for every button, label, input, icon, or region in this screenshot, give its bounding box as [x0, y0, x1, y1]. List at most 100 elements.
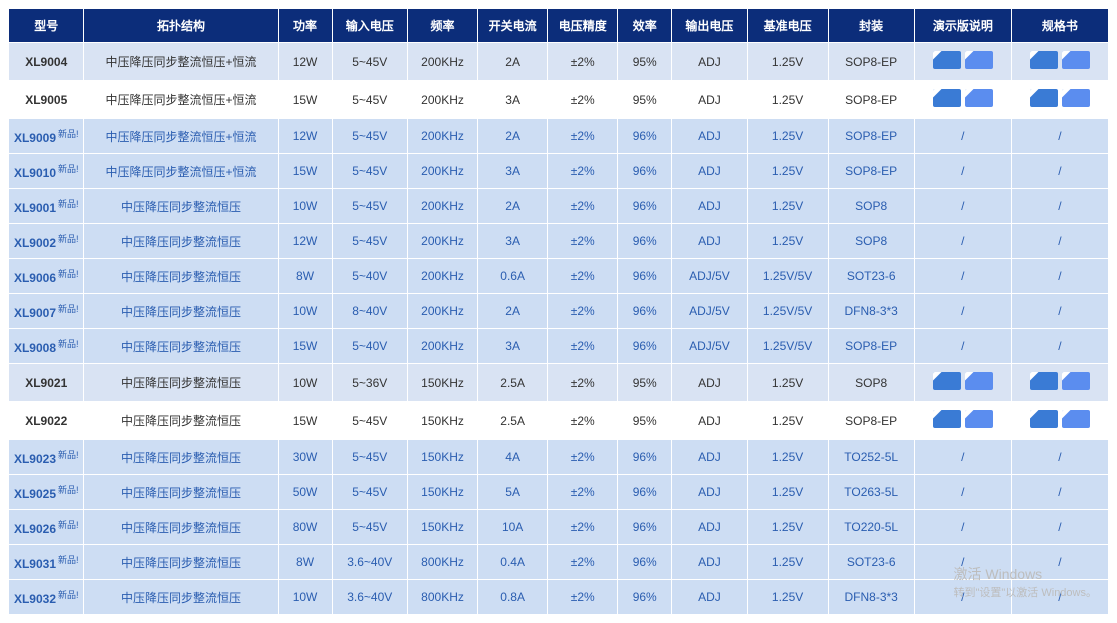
- doc-english-icon[interactable]: [1062, 51, 1090, 69]
- demo-cell: /: [914, 224, 1011, 259]
- isw-cell: 10A: [478, 510, 548, 545]
- doc-chinese-icon[interactable]: [1030, 410, 1058, 428]
- demo-cell: [914, 81, 1011, 119]
- vout-cell: ADJ/5V: [672, 329, 747, 364]
- doc-chinese-icon[interactable]: [1030, 51, 1058, 69]
- vout-cell: ADJ: [672, 154, 747, 189]
- package-cell: DFN8-3*3: [828, 580, 914, 615]
- vin-cell: 3.6~40V: [332, 545, 407, 580]
- package-cell: SOP8-EP: [828, 81, 914, 119]
- doc-english-icon[interactable]: [1062, 89, 1090, 107]
- vin-cell: 5~45V: [332, 402, 407, 440]
- model-link[interactable]: XL9002: [14, 236, 56, 250]
- model-cell[interactable]: XL9006新品!: [9, 259, 84, 294]
- spec-cell: [1011, 364, 1108, 402]
- model-link[interactable]: XL9031: [14, 557, 56, 571]
- topology-cell: 中压降压同步整流恒压+恒流: [84, 43, 278, 81]
- spec-cell: /: [1011, 580, 1108, 615]
- model-link[interactable]: XL9023: [14, 452, 56, 466]
- power-cell: 15W: [278, 329, 332, 364]
- model-cell[interactable]: XL9005: [9, 81, 84, 119]
- model-cell[interactable]: XL9004: [9, 43, 84, 81]
- doc-english-icon[interactable]: [1062, 410, 1090, 428]
- table-row: XL9021中压降压同步整流恒压10W5~36V150KHz2.5A±2%95%…: [9, 364, 1109, 402]
- vin-cell: 5~45V: [332, 154, 407, 189]
- model-link[interactable]: XL9005: [25, 93, 67, 107]
- doc-chinese-icon[interactable]: [933, 89, 961, 107]
- power-cell: 12W: [278, 224, 332, 259]
- doc-english-icon[interactable]: [965, 410, 993, 428]
- vacc-cell: ±2%: [548, 154, 618, 189]
- model-link[interactable]: XL9008: [14, 341, 56, 355]
- table-body: XL9004中压降压同步整流恒压+恒流12W5~45V200KHz2A±2%95…: [9, 43, 1109, 615]
- eff-cell: 96%: [618, 580, 672, 615]
- model-link[interactable]: XL9022: [25, 414, 67, 428]
- new-badge: 新品!: [58, 304, 79, 314]
- model-cell[interactable]: XL9021: [9, 364, 84, 402]
- model-link[interactable]: XL9021: [25, 376, 67, 390]
- doc-chinese-icon[interactable]: [933, 372, 961, 390]
- doc-chinese-icon[interactable]: [933, 410, 961, 428]
- vin-cell: 3.6~40V: [332, 580, 407, 615]
- vout-cell: ADJ: [672, 580, 747, 615]
- doc-english-icon[interactable]: [965, 51, 993, 69]
- model-cell[interactable]: XL9025新品!: [9, 475, 84, 510]
- power-cell: 8W: [278, 259, 332, 294]
- vacc-cell: ±2%: [548, 189, 618, 224]
- model-cell[interactable]: XL9009新品!: [9, 119, 84, 154]
- model-link[interactable]: XL9025: [14, 487, 56, 501]
- model-link[interactable]: XL9006: [14, 271, 56, 285]
- doc-chinese-icon[interactable]: [1030, 89, 1058, 107]
- model-cell[interactable]: XL9026新品!: [9, 510, 84, 545]
- model-cell[interactable]: XL9023新品!: [9, 440, 84, 475]
- demo-cell: /: [914, 154, 1011, 189]
- vref-cell: 1.25V/5V: [747, 259, 828, 294]
- new-badge: 新品!: [58, 199, 79, 209]
- col-header-10: 封装: [828, 9, 914, 43]
- model-link[interactable]: XL9007: [14, 306, 56, 320]
- eff-cell: 95%: [618, 81, 672, 119]
- model-cell[interactable]: XL9008新品!: [9, 329, 84, 364]
- model-link[interactable]: XL9010: [14, 166, 56, 180]
- demo-cell: /: [914, 119, 1011, 154]
- eff-cell: 96%: [618, 119, 672, 154]
- doc-chinese-icon[interactable]: [1030, 372, 1058, 390]
- power-cell: 15W: [278, 81, 332, 119]
- doc-chinese-icon[interactable]: [933, 51, 961, 69]
- model-link[interactable]: XL9026: [14, 522, 56, 536]
- demo-cell: /: [914, 189, 1011, 224]
- model-link[interactable]: XL9009: [14, 131, 56, 145]
- package-cell: SOP8-EP: [828, 329, 914, 364]
- doc-english-icon[interactable]: [1062, 372, 1090, 390]
- freq-cell: 200KHz: [407, 224, 477, 259]
- power-cell: 15W: [278, 154, 332, 189]
- table-row: XL9001新品!中压降压同步整流恒压10W5~45V200KHz2A±2%96…: [9, 189, 1109, 224]
- model-cell[interactable]: XL9001新品!: [9, 189, 84, 224]
- freq-cell: 150KHz: [407, 510, 477, 545]
- model-cell[interactable]: XL9031新品!: [9, 545, 84, 580]
- freq-cell: 200KHz: [407, 119, 477, 154]
- model-cell[interactable]: XL9002新品!: [9, 224, 84, 259]
- doc-english-icon[interactable]: [965, 89, 993, 107]
- power-cell: 80W: [278, 510, 332, 545]
- model-cell[interactable]: XL9007新品!: [9, 294, 84, 329]
- package-cell: SOT23-6: [828, 545, 914, 580]
- vout-cell: ADJ: [672, 119, 747, 154]
- model-link[interactable]: XL9004: [25, 55, 67, 69]
- doc-english-icon[interactable]: [965, 372, 993, 390]
- model-cell[interactable]: XL9010新品!: [9, 154, 84, 189]
- isw-cell: 3A: [478, 329, 548, 364]
- spec-cell: /: [1011, 224, 1108, 259]
- isw-cell: 2A: [478, 294, 548, 329]
- isw-cell: 3A: [478, 224, 548, 259]
- model-cell[interactable]: XL9022: [9, 402, 84, 440]
- spec-cell: /: [1011, 154, 1108, 189]
- freq-cell: 200KHz: [407, 154, 477, 189]
- demo-cell: /: [914, 329, 1011, 364]
- freq-cell: 150KHz: [407, 364, 477, 402]
- eff-cell: 96%: [618, 224, 672, 259]
- vin-cell: 5~40V: [332, 259, 407, 294]
- model-link[interactable]: XL9001: [14, 201, 56, 215]
- model-link[interactable]: XL9032: [14, 592, 56, 606]
- model-cell[interactable]: XL9032新品!: [9, 580, 84, 615]
